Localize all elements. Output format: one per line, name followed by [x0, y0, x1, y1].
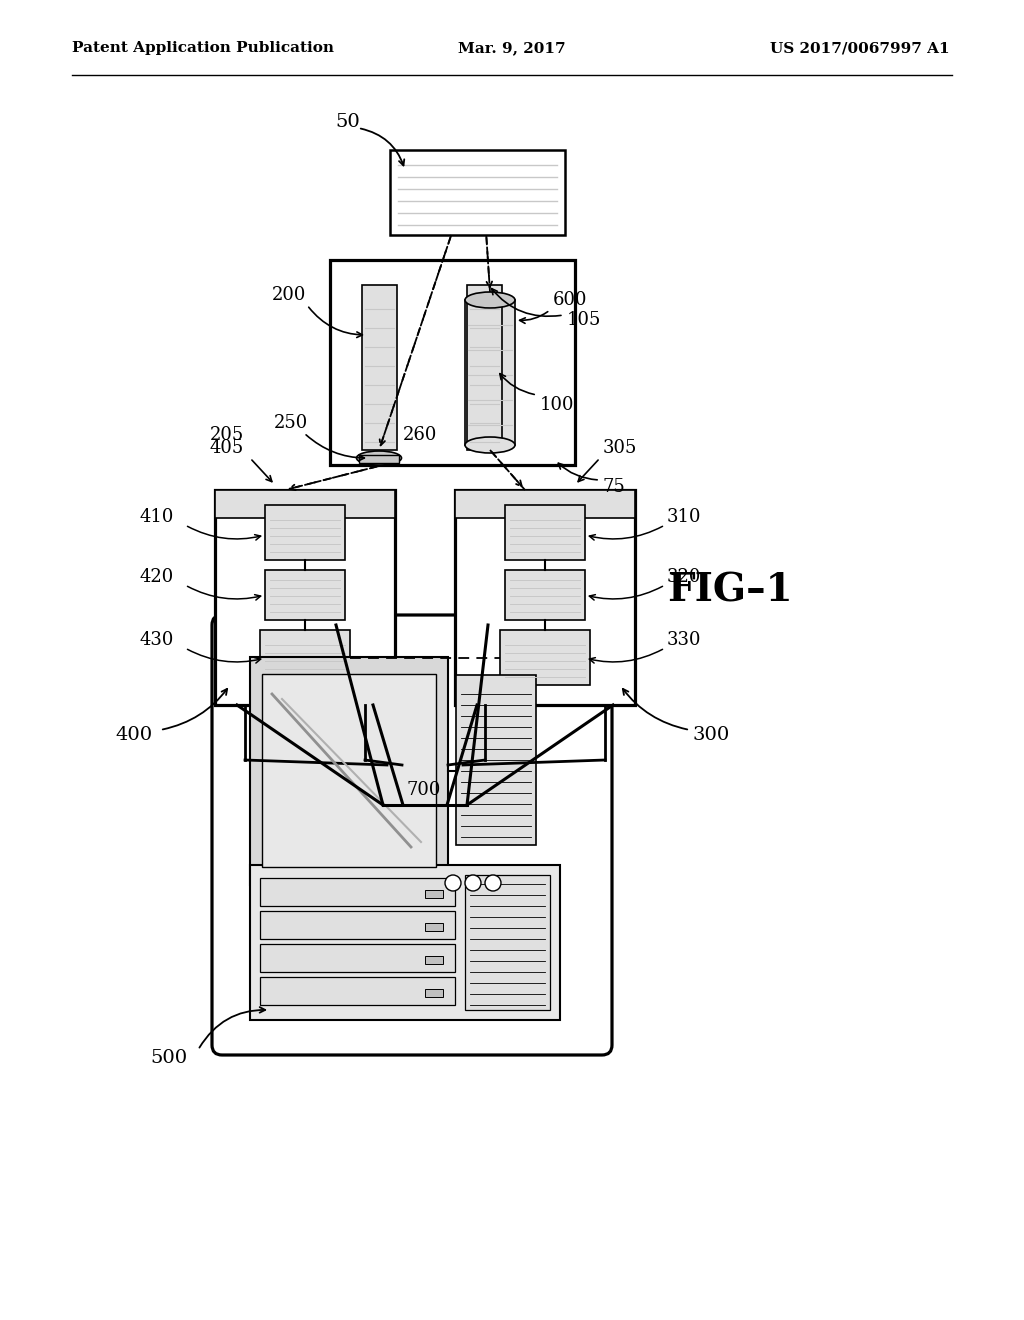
Text: 700: 700 [407, 781, 441, 799]
Text: Patent Application Publication: Patent Application Publication [72, 41, 334, 55]
Bar [425, 989, 443, 997]
Bar [215, 490, 395, 705]
Text: 205: 205 [210, 426, 245, 444]
Text: 320: 320 [667, 568, 701, 586]
Text: 260: 260 [403, 426, 437, 444]
Ellipse shape [356, 451, 401, 465]
Bar [359, 455, 399, 463]
Bar [467, 285, 502, 450]
Text: 310: 310 [667, 508, 701, 525]
Bar [215, 490, 395, 517]
Ellipse shape [465, 437, 515, 453]
Bar [260, 878, 455, 906]
Circle shape [465, 875, 481, 891]
Text: 305: 305 [603, 440, 637, 457]
Ellipse shape [465, 292, 515, 308]
Text: 420: 420 [140, 568, 174, 586]
Bar [455, 490, 635, 705]
Bar [250, 865, 560, 1020]
Text: 330: 330 [667, 631, 701, 649]
Bar [456, 675, 536, 845]
Bar [425, 956, 443, 964]
Bar [262, 675, 436, 867]
Text: FIG–1: FIG–1 [668, 572, 793, 609]
Text: Mar. 9, 2017: Mar. 9, 2017 [458, 41, 566, 55]
Bar [265, 570, 345, 620]
Text: 300: 300 [693, 726, 730, 744]
Bar [265, 506, 345, 560]
Text: 250: 250 [274, 414, 308, 432]
Bar [465, 875, 550, 1010]
Text: 75: 75 [603, 478, 626, 496]
Text: 50: 50 [335, 114, 359, 131]
Text: 405: 405 [210, 440, 245, 457]
Text: 600: 600 [553, 290, 588, 309]
Bar [465, 300, 515, 445]
Bar [390, 150, 565, 235]
FancyBboxPatch shape [212, 615, 612, 1055]
Circle shape [445, 875, 461, 891]
Text: 200: 200 [272, 286, 306, 304]
Text: 105: 105 [566, 312, 601, 329]
Bar [260, 977, 455, 1005]
Circle shape [485, 875, 501, 891]
Bar [505, 570, 585, 620]
Bar [362, 285, 397, 450]
Bar [250, 657, 449, 884]
Text: 430: 430 [140, 631, 174, 649]
Text: 410: 410 [140, 508, 174, 525]
Bar [500, 630, 590, 685]
Bar [330, 260, 575, 465]
Text: 100: 100 [540, 396, 574, 414]
Bar [260, 911, 455, 939]
Bar [425, 890, 443, 898]
Bar [505, 506, 585, 560]
Text: 500: 500 [150, 1049, 187, 1067]
Bar [260, 944, 455, 972]
Text: 400: 400 [115, 726, 153, 744]
Text: US 2017/0067997 A1: US 2017/0067997 A1 [770, 41, 950, 55]
Bar [455, 490, 635, 517]
Bar [425, 923, 443, 931]
Bar [260, 630, 350, 685]
